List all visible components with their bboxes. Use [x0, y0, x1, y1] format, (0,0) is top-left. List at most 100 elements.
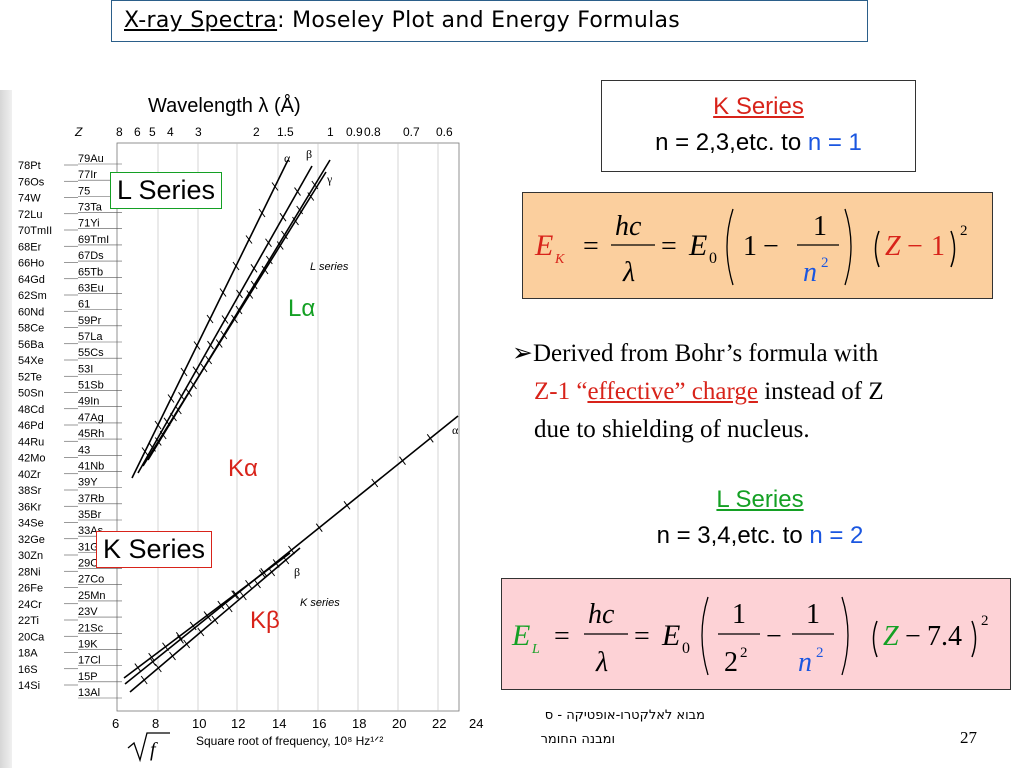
data-tick [162, 642, 169, 652]
l-z: Z [883, 621, 899, 652]
derivation-note: ➢Derived from Bohr’s formula with Z-1 “e… [512, 335, 1012, 449]
k-eq1: = [583, 231, 599, 262]
k-series-small-label: K series [300, 597, 340, 609]
k-z-sq: 2 [960, 223, 968, 239]
right-element-label: 21Sc [78, 622, 104, 634]
right-element-label: 13Al [78, 687, 100, 699]
data-tick [426, 434, 434, 443]
l-e-sub: L [531, 642, 540, 657]
data-tick [294, 187, 301, 196]
data-tick [159, 430, 167, 440]
left-element-label: 64Gd [18, 274, 45, 286]
k-one: 1 [743, 231, 757, 262]
moseley-plot: Wavelength λ (Å) Z 8 6 5 4 3 2 1.5 1 0.9 0.8 0.7 0.… [18, 94, 483, 763]
k-series-header: K Series n = 2,3,etc. to n = 1 [601, 80, 916, 172]
data-tick [219, 288, 227, 297]
left-element-label: 54Xe [18, 355, 44, 367]
data-tick [140, 675, 148, 685]
bottom-tick-label: 8 [152, 716, 159, 731]
right-element-label: 65Tb [78, 266, 103, 278]
l-frac2-num: 1 [806, 599, 820, 630]
k-n-sq: 2 [821, 255, 829, 271]
footer-line2: ומבנה החומר [540, 732, 615, 747]
l-series-target: n = 2 [809, 522, 864, 549]
l-series-box: L Series [110, 172, 223, 209]
data-tick [154, 437, 162, 446]
data-tick [311, 180, 319, 190]
data-tick [154, 663, 162, 673]
data-tick [265, 255, 273, 265]
k-alpha-label: Kα [228, 455, 258, 482]
data-tick [167, 394, 175, 403]
bullet-lead: Derived from Bohr’s formula with [532, 340, 879, 367]
bottom-tick-label: 6 [112, 716, 119, 731]
k-alpha-mark: α [452, 423, 459, 437]
left-element-label: 42Mo [18, 453, 46, 465]
data-tick [148, 652, 156, 662]
k-frac-one: 1 [813, 211, 827, 242]
l-series-small-label: L series [310, 261, 349, 273]
data-tick [231, 590, 239, 599]
l-lambda: λ [595, 647, 608, 678]
top-tick-label: 0.9 [346, 125, 363, 139]
bottom-tick-label: 12 [231, 716, 245, 731]
left-element-label: 60Nd [18, 306, 44, 318]
l-series-transition: n = 3,4,etc. to [656, 522, 810, 549]
top-tick-label: 0.8 [364, 125, 381, 139]
left-element-label: 44Ru [18, 436, 44, 448]
data-tick [134, 663, 142, 672]
k-e0-sub: 0 [709, 250, 717, 267]
bottom-tick-label: 14 [272, 716, 286, 731]
top-tick-label: 6 [134, 125, 141, 139]
data-tick [197, 627, 205, 637]
left-element-label: 38Sr [18, 485, 42, 497]
data-tick [175, 632, 183, 641]
left-element-label: 56Ba [18, 339, 45, 351]
data-tick [205, 355, 213, 365]
series-lines [123, 159, 459, 693]
left-element-label: 24Cr [18, 599, 42, 611]
data-tick [250, 280, 258, 290]
right-element-label: 37Rb [78, 493, 104, 505]
title-underlined: X-ray Spectra [124, 8, 278, 33]
slide-title: X-ray Spectra: Moseley Plot and Energy F… [111, 0, 868, 42]
left-element-label: 28Ni [18, 566, 41, 578]
k-e0: E [688, 229, 707, 262]
data-tick [261, 265, 269, 275]
left-element-label: 16S [18, 664, 38, 676]
k-series-box: K Series [96, 531, 213, 568]
bottom-tick-label: 10 [192, 716, 206, 731]
data-tick [235, 305, 243, 315]
k-n: n [803, 257, 817, 288]
bottom-tick-label: 24 [469, 716, 483, 731]
data-tick [180, 367, 188, 377]
right-element-label: 23V [78, 606, 98, 618]
sqrt-f: f [150, 739, 158, 761]
k-energy-formula: E K = hc λ = E 0 1 − 1 n 2 Z − 1 2 [522, 192, 993, 299]
data-tick [268, 567, 276, 577]
l-z-sq: 2 [981, 613, 989, 629]
right-element-label: 45Rh [78, 428, 104, 440]
l-frac1-sq: 2 [740, 645, 748, 661]
data-tick [265, 238, 272, 248]
data-tick [399, 456, 406, 465]
left-element-label: 34Se [18, 518, 44, 530]
data-tick [281, 230, 288, 240]
data-tick [154, 420, 162, 430]
footer-line1: מבוא לאלקטרו-אופטיקה - ס [544, 708, 705, 723]
page-number: 27 [960, 728, 977, 747]
data-tick [149, 657, 157, 666]
k-e-sub: K [554, 252, 565, 267]
data-tick [258, 569, 266, 579]
left-edge-strip [0, 90, 12, 768]
l-n-sq: 2 [816, 645, 824, 661]
data-tick [183, 639, 191, 649]
top-ticks: 8 6 5 4 3 2 1.5 1 0.9 0.8 0.7 0.6 [116, 125, 453, 139]
left-element-label: 26Fe [18, 583, 43, 595]
l-minus2: − [905, 621, 921, 652]
left-element-label: 52Te [18, 371, 42, 383]
top-tick-label: 8 [116, 125, 123, 139]
data-tick [232, 590, 240, 599]
bullet-line3: due to shielding of nucleus. [534, 416, 810, 443]
left-element-label: 30Zn [18, 550, 43, 562]
